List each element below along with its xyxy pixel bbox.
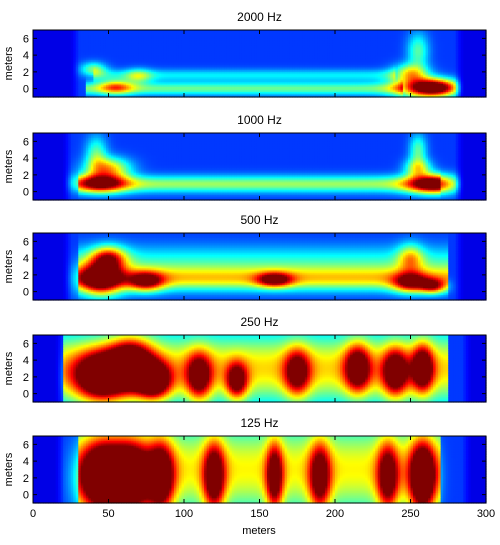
panel-title: 2000 Hz — [237, 10, 282, 24]
